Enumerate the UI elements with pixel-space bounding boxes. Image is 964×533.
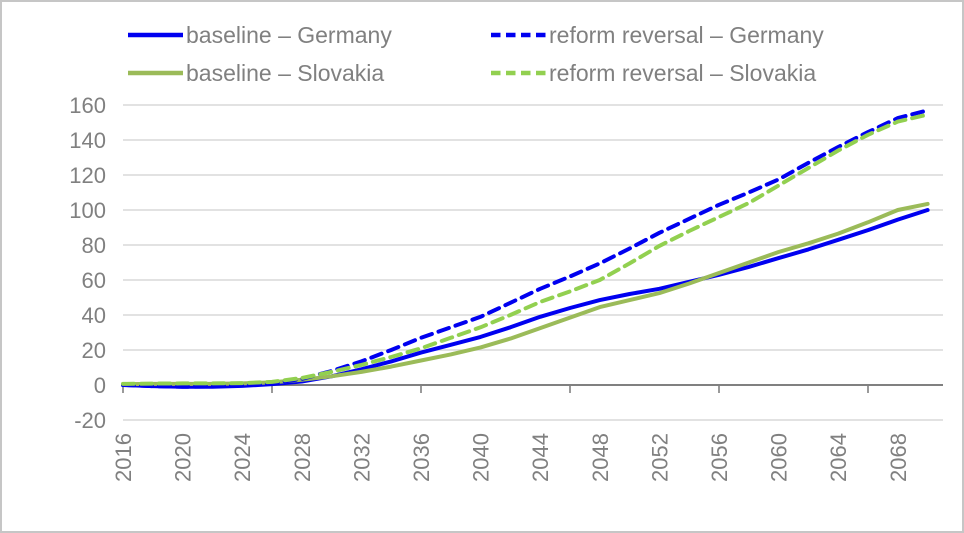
x-tick-label: 2052 — [647, 433, 672, 482]
legend-item-reform-reversal-germany: reform reversal – Germany — [490, 22, 824, 48]
y-tick-label: 20 — [82, 338, 106, 363]
y-tick-label: 100 — [69, 198, 106, 223]
x-tick-label: 2028 — [290, 433, 315, 482]
legend-label: reform reversal – Germany — [549, 21, 824, 48]
legend: baseline – Germany reform reversal – Ger… — [2, 2, 962, 102]
legend-item-reform-reversal-slovakia: reform reversal – Slovakia — [490, 60, 816, 86]
legend-swatch-reform-reversal-slovakia — [491, 70, 546, 76]
x-tick-label: 2032 — [349, 433, 374, 482]
legend-swatch-baseline-slovakia — [128, 70, 183, 76]
legend-item-baseline-slovakia: baseline – Slovakia — [127, 60, 384, 86]
legend-label: baseline – Germany — [186, 21, 392, 48]
y-tick-label: 160 — [69, 93, 106, 118]
x-tick-label: 2068 — [886, 433, 911, 482]
series-baseline-germany — [121, 208, 930, 389]
y-tick-label: 40 — [82, 303, 106, 328]
x-tick-label: 2024 — [230, 433, 255, 482]
x-tick-label: 2044 — [528, 433, 553, 482]
legend-label: reform reversal – Slovakia — [549, 59, 817, 86]
x-tick-label: 2020 — [171, 433, 196, 482]
x-tick-label: 2036 — [409, 433, 434, 482]
x-tick-label: 2048 — [588, 433, 613, 482]
x-tick-label: 2060 — [767, 433, 792, 482]
legend-item-baseline-germany: baseline – Germany — [127, 22, 392, 48]
x-tick-label: 2056 — [707, 433, 732, 482]
series-reform-reversal-slovakia — [121, 112, 930, 386]
y-tick-label: 60 — [82, 268, 106, 293]
legend-label: baseline – Slovakia — [186, 59, 385, 86]
x-tick-label: 2064 — [826, 433, 851, 482]
y-tick-label: 120 — [69, 163, 106, 188]
y-tick-label: 80 — [82, 233, 106, 258]
y-tick-label: 0 — [94, 373, 106, 398]
legend-swatch-baseline-germany — [128, 32, 183, 38]
y-tick-label: 140 — [69, 128, 106, 153]
x-tick-label: 2016 — [111, 433, 136, 482]
x-tick-label: 2040 — [469, 433, 494, 482]
y-tick-label: -20 — [74, 408, 106, 433]
legend-swatch-reform-reversal-germany — [491, 32, 546, 38]
